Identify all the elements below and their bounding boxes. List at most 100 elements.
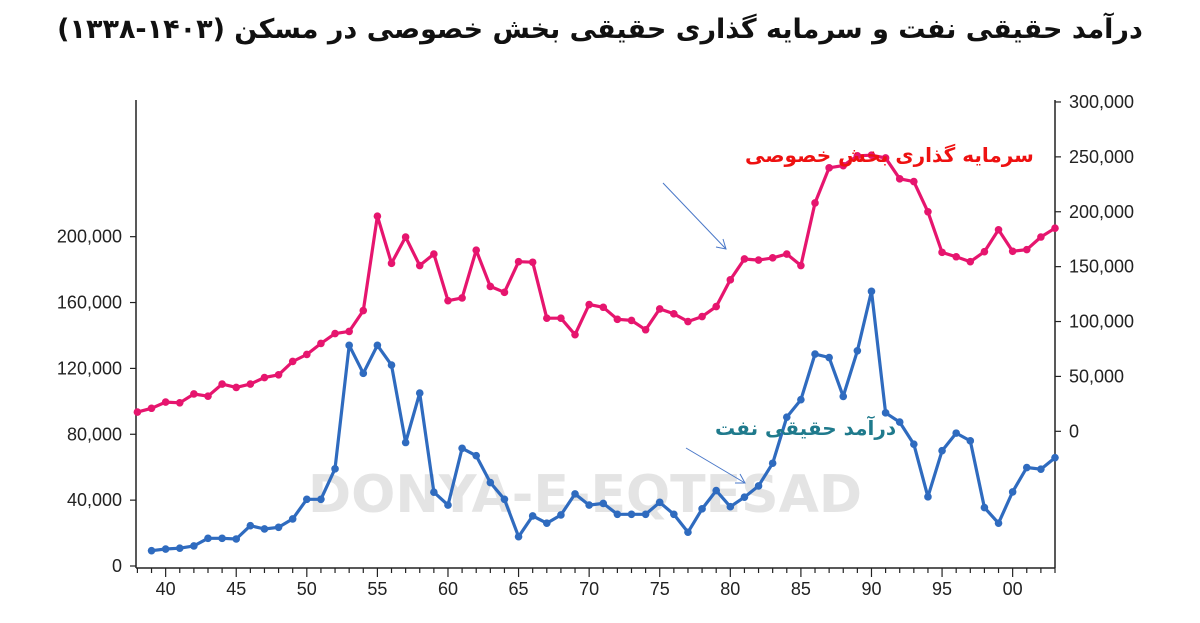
data-point <box>627 510 636 519</box>
data-point <box>444 501 452 509</box>
data-point <box>641 510 650 519</box>
data-point <box>401 438 410 447</box>
data-point <box>670 310 678 318</box>
data-point <box>952 252 960 261</box>
data-point <box>274 370 283 379</box>
data-point <box>458 294 466 302</box>
data-point <box>740 493 749 501</box>
data-point <box>401 233 410 241</box>
left-y-tick-label: 40,000 <box>67 490 122 510</box>
data-point <box>1022 245 1031 254</box>
watermark-text: DONYA-E-EQTESAD <box>308 465 862 525</box>
right-y-tick-label: 150,000 <box>1069 257 1134 277</box>
data-point <box>867 287 876 296</box>
data-point <box>924 207 932 216</box>
data-point <box>924 493 932 501</box>
right-y-tick-label: 100,000 <box>1069 312 1134 332</box>
data-point <box>712 302 720 311</box>
data-point <box>825 164 833 172</box>
data-point <box>797 395 805 404</box>
x-tick-label: 70 <box>579 579 599 599</box>
data-point <box>980 247 989 256</box>
data-point <box>782 250 791 258</box>
data-point <box>430 488 438 497</box>
data-point <box>514 257 523 266</box>
data-point <box>938 248 946 257</box>
series-oil-revenue <box>147 287 1059 555</box>
data-point <box>980 503 989 512</box>
data-point <box>585 300 593 309</box>
data-point <box>1022 463 1031 472</box>
data-point <box>994 225 1003 234</box>
right-y-tick-label: 0 <box>1069 421 1079 441</box>
data-point <box>147 404 156 413</box>
x-tick-label: 50 <box>297 579 317 599</box>
x-tick-label: 80 <box>720 579 740 599</box>
data-point <box>839 161 848 170</box>
data-point <box>655 305 664 313</box>
data-point <box>853 151 862 160</box>
data-point <box>500 288 509 297</box>
data-point <box>613 510 622 519</box>
data-point <box>303 495 311 504</box>
data-point <box>811 350 819 358</box>
data-point <box>698 505 706 513</box>
data-point <box>542 519 551 527</box>
data-point <box>175 544 184 553</box>
data-point <box>147 546 156 555</box>
data-point <box>444 296 452 305</box>
data-point <box>528 258 537 267</box>
data-point <box>726 276 735 284</box>
data-point <box>472 451 481 460</box>
data-point <box>175 398 184 407</box>
series-private-investment <box>133 151 1059 416</box>
data-point <box>684 317 692 326</box>
data-point <box>232 535 241 543</box>
data-point <box>599 499 608 508</box>
data-point <box>881 409 890 417</box>
data-point <box>218 534 226 543</box>
data-point <box>782 413 791 421</box>
data-point <box>359 369 368 378</box>
data-point <box>288 357 297 366</box>
data-point <box>204 534 212 543</box>
left-y-tick-label: 200,000 <box>57 227 122 247</box>
series-label-private-investment: سرمایه گذاری بخش خصوصی <box>745 143 1034 167</box>
data-point <box>331 465 339 473</box>
data-point <box>585 501 593 509</box>
right-y-tick-label: 300,000 <box>1069 92 1134 112</box>
arrow-head <box>735 473 746 484</box>
x-tick-label: 55 <box>367 579 387 599</box>
data-point <box>345 327 353 336</box>
left-y-tick-label: 0 <box>112 556 122 576</box>
data-point <box>1051 224 1059 233</box>
data-point <box>627 316 636 325</box>
data-point <box>599 303 608 312</box>
data-point <box>500 495 509 504</box>
data-point <box>246 521 255 530</box>
data-point <box>670 510 678 519</box>
x-tick-label: 75 <box>650 579 670 599</box>
data-point <box>190 542 198 550</box>
right-y-tick-label: 250,000 <box>1069 147 1134 167</box>
annotation-arrow <box>662 182 727 250</box>
data-point <box>768 254 777 262</box>
data-point <box>161 398 170 406</box>
chart-title: درآمد حقیقی نفت و سرمایه گذاری حقیقی بخش… <box>57 14 1143 45</box>
data-point <box>910 177 918 186</box>
data-point <box>486 478 495 487</box>
data-point <box>684 528 692 537</box>
left-y-tick-label: 80,000 <box>67 424 122 444</box>
data-point <box>161 545 170 553</box>
data-point <box>867 151 876 160</box>
data-point <box>260 525 269 533</box>
data-point <box>740 255 749 263</box>
data-point <box>303 350 311 359</box>
data-point <box>472 246 481 254</box>
data-point <box>754 482 763 490</box>
data-point <box>430 250 438 258</box>
data-point <box>373 212 382 220</box>
data-point <box>712 486 720 495</box>
